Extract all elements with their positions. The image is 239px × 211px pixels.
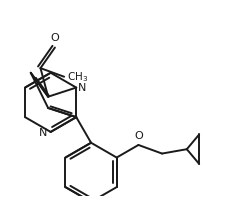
Text: N: N (78, 83, 86, 93)
Text: O: O (134, 131, 143, 141)
Text: O: O (50, 33, 59, 43)
Text: CH$_3$: CH$_3$ (67, 70, 88, 84)
Text: N: N (39, 128, 48, 138)
